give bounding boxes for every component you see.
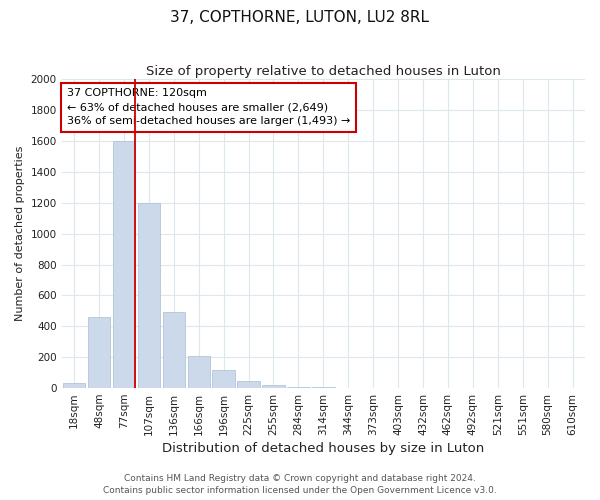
- Y-axis label: Number of detached properties: Number of detached properties: [15, 146, 25, 322]
- X-axis label: Distribution of detached houses by size in Luton: Distribution of detached houses by size …: [162, 442, 484, 455]
- Bar: [188, 356, 210, 388]
- Bar: [88, 317, 110, 388]
- Bar: [262, 385, 285, 388]
- Title: Size of property relative to detached houses in Luton: Size of property relative to detached ho…: [146, 65, 501, 78]
- Bar: [163, 312, 185, 388]
- Text: 37 COPTHORNE: 120sqm
← 63% of detached houses are smaller (2,649)
36% of semi-de: 37 COPTHORNE: 120sqm ← 63% of detached h…: [67, 88, 350, 126]
- Bar: [287, 386, 310, 388]
- Bar: [212, 370, 235, 388]
- Bar: [137, 202, 160, 388]
- Text: Contains HM Land Registry data © Crown copyright and database right 2024.
Contai: Contains HM Land Registry data © Crown c…: [103, 474, 497, 495]
- Bar: [113, 141, 135, 388]
- Bar: [238, 381, 260, 388]
- Bar: [63, 382, 85, 388]
- Text: 37, COPTHORNE, LUTON, LU2 8RL: 37, COPTHORNE, LUTON, LU2 8RL: [170, 10, 430, 25]
